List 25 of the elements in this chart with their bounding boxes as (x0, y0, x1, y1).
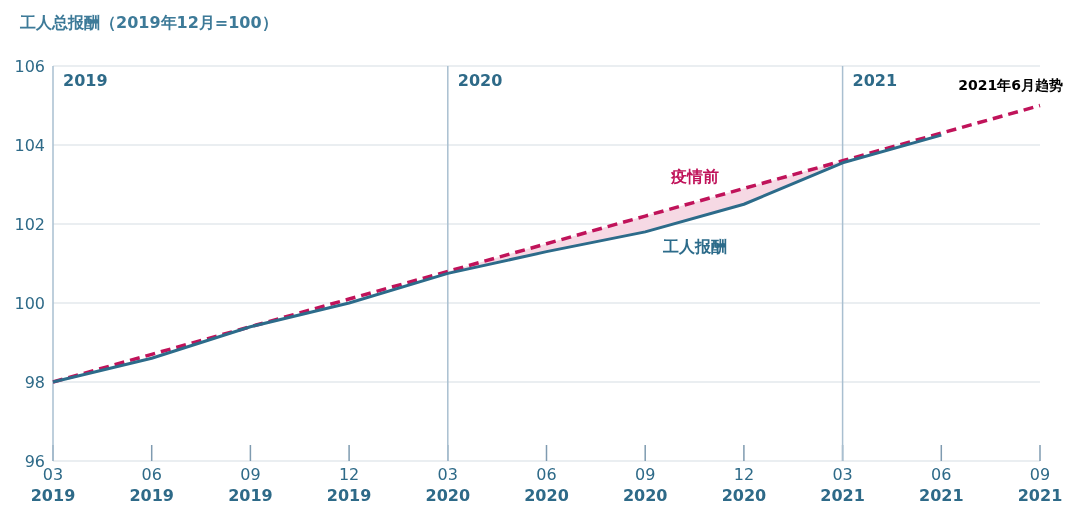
x-tick-label: 12 2019 (326, 465, 372, 505)
y-tick-label: 102 (14, 215, 45, 234)
chart-title: 工人总报酬（2019年12月=100） (19, 13, 278, 32)
series-label: 工人报酬 (661, 237, 727, 257)
x-tick-label: 09 2020 (622, 465, 668, 505)
y-tick-label: 104 (14, 136, 45, 155)
ref-line-label: 2021 (852, 71, 898, 90)
annotation: 2021年6月趋势 (958, 77, 1063, 93)
x-tick-label: 06 2020 (524, 465, 569, 505)
x-tick-label: 12 2020 (721, 465, 767, 505)
y-tick-label: 100 (14, 294, 45, 313)
x-tick-label: 09 2021 (1017, 465, 1063, 505)
x-tick-label: 09 2019 (228, 465, 273, 505)
annotation: 2019 (63, 71, 108, 90)
y-tick-label: 98 (24, 373, 45, 392)
series-label: 疫情前 (669, 167, 719, 187)
line-series (51, 133, 943, 384)
y-tick-label: 96 (24, 452, 45, 471)
x-tick-label: 03 2020 (425, 465, 471, 505)
y-tick-label: 106 (14, 57, 45, 76)
x-tick-label: 06 2019 (129, 465, 174, 505)
x-tick-label: 06 2021 (919, 465, 964, 505)
x-tick-label: 03 2021 (820, 465, 865, 505)
line-series (51, 103, 1042, 384)
ref-line-label: 2020 (457, 71, 503, 90)
